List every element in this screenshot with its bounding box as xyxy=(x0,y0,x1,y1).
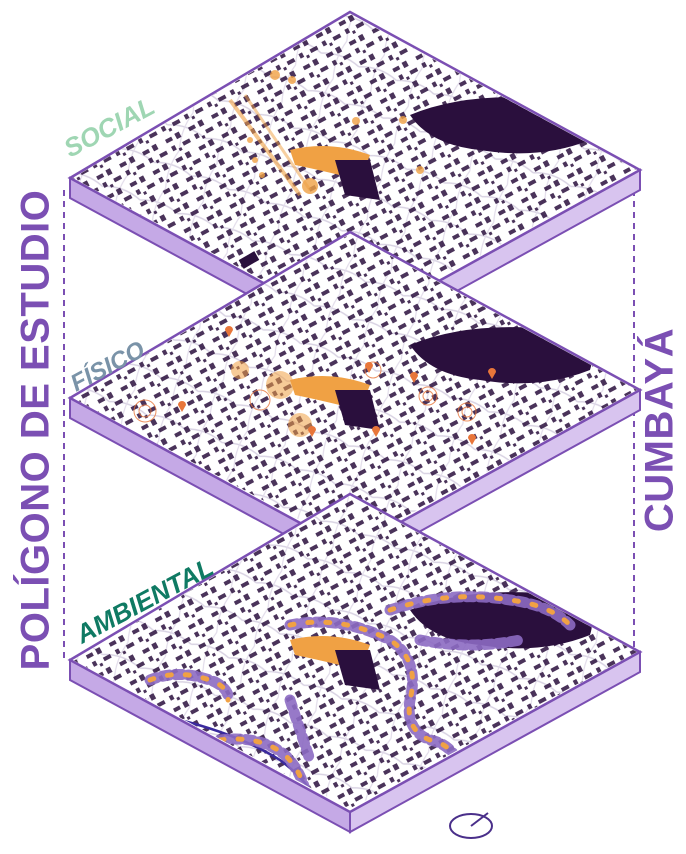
north-arrow-icon xyxy=(449,812,493,839)
layer-ambiental xyxy=(67,492,643,834)
left-vertical-title: POLÍGONO DE ESTUDIO xyxy=(13,189,58,671)
right-vertical-title: CUMBAYÁ xyxy=(637,327,682,533)
